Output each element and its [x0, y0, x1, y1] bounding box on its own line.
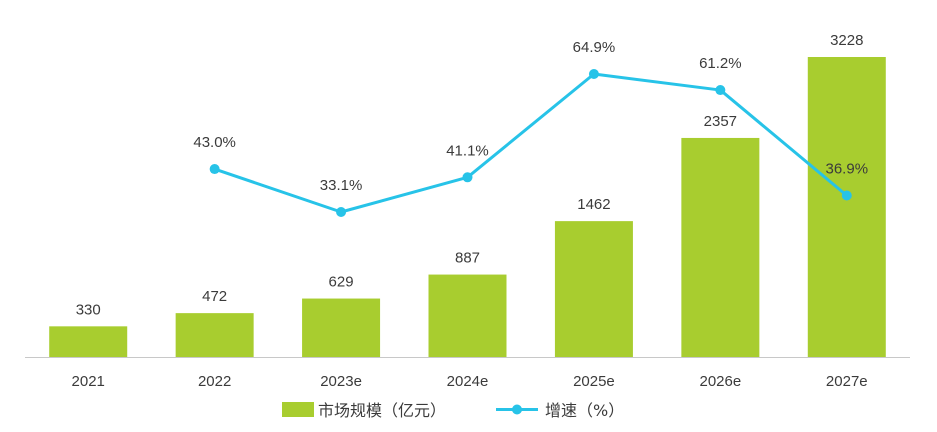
bar-2026e [681, 137, 760, 357]
growth-value-label-2023e: 33.1% [320, 177, 363, 194]
legend-label-market-size: 市场规模（亿元） [318, 401, 446, 420]
growth-value-label-2024e: 41.1% [446, 142, 489, 159]
bar-2021 [49, 326, 128, 357]
growth-value-label-2022: 43.0% [193, 134, 236, 151]
bar-2025e [554, 221, 633, 357]
growth-value-label-2027e: 36.9% [826, 161, 869, 178]
x-tick-label-2023e: 2023e [320, 373, 362, 390]
growth-value-label-2025e: 64.9% [573, 39, 616, 56]
bar-value-label-2023e: 629 [329, 274, 354, 291]
legend-swatch-growth-marker [512, 404, 522, 415]
x-tick-labels: 2021 2022 2023e 2024e 2025e 2026e 2027e [72, 373, 868, 390]
legend: 市场规模（亿元） 增速（%） [282, 401, 624, 420]
growth-value-label-2026e: 61.2% [699, 55, 742, 72]
bar-value-label-2024e: 887 [455, 250, 480, 267]
growth-point-2027e [841, 190, 852, 201]
bar-value-label-2027e: 3228 [830, 32, 863, 49]
x-tick-label-2021: 2021 [72, 373, 105, 390]
x-tick-label-2026e: 2026e [699, 373, 741, 390]
x-tick-label-2024e: 2024e [447, 373, 489, 390]
growth-point-2023e [336, 207, 347, 217]
growth-point-2024e [462, 172, 473, 183]
bar-value-label-2021: 330 [76, 301, 101, 318]
bar-2023e [302, 298, 381, 357]
bar-2022 [175, 313, 254, 357]
x-tick-label-2022: 2022 [198, 373, 231, 390]
bar-value-label-2026e: 2357 [704, 113, 737, 130]
bar-value-label-2025e: 1462 [577, 196, 610, 213]
growth-line [213, 72, 849, 214]
growth-point-2025e [588, 69, 599, 79]
bar-value-label-2022: 472 [202, 288, 227, 305]
legend-label-growth: 增速（%） [545, 401, 624, 420]
bar-2027e [807, 57, 886, 357]
data-labels: 330 472 629 887 1462 2357 3228 43.0% 33.1% 41.1% 6… [76, 32, 868, 318]
legend-swatch-market-size [282, 402, 314, 417]
bars-layer [49, 57, 886, 357]
x-tick-label-2027e: 2027e [826, 373, 868, 390]
growth-point-2026e [715, 85, 726, 96]
growth-point-2022 [209, 164, 220, 175]
bar-2024e [428, 274, 507, 357]
x-tick-label-2025e: 2025e [573, 373, 615, 390]
growth-line-layer [209, 69, 852, 217]
